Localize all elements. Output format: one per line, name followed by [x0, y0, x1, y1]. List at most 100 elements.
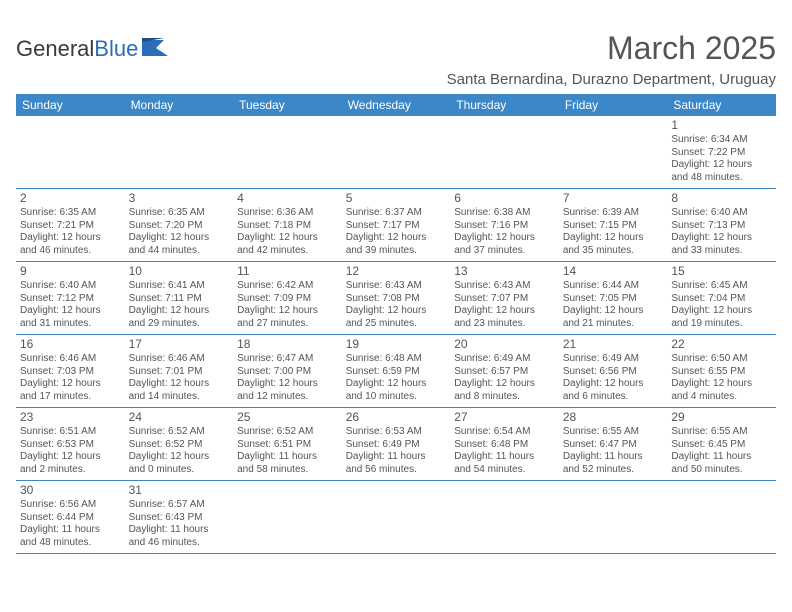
cell-line: Sunrise: 6:42 AM	[237, 280, 338, 293]
day-header: Monday	[125, 94, 234, 116]
cell-line: Daylight: 12 hours	[237, 378, 338, 391]
calendar-row: 2Sunrise: 6:35 AMSunset: 7:21 PMDaylight…	[16, 189, 776, 262]
calendar-cell	[233, 481, 342, 554]
cell-line: and 27 minutes.	[237, 318, 338, 331]
logo-text-a: General	[16, 36, 94, 62]
cell-line: Sunrise: 6:57 AM	[129, 499, 230, 512]
day-number: 22	[671, 337, 772, 352]
cell-line: and 25 minutes.	[346, 318, 447, 331]
calendar-cell: 18Sunrise: 6:47 AMSunset: 7:00 PMDayligh…	[233, 335, 342, 408]
cell-line: Daylight: 12 hours	[20, 232, 121, 245]
day-number: 20	[454, 337, 555, 352]
cell-line: Daylight: 12 hours	[671, 305, 772, 318]
cell-line: Daylight: 12 hours	[346, 305, 447, 318]
cell-line: Daylight: 12 hours	[346, 378, 447, 391]
day-header: Saturday	[667, 94, 776, 116]
calendar-cell: 6Sunrise: 6:38 AMSunset: 7:16 PMDaylight…	[450, 189, 559, 262]
cell-line: Sunset: 6:52 PM	[129, 439, 230, 452]
cell-line: Sunset: 6:53 PM	[20, 439, 121, 452]
cell-line: and 8 minutes.	[454, 391, 555, 404]
cell-line: Sunset: 6:51 PM	[237, 439, 338, 452]
calendar-cell: 21Sunrise: 6:49 AMSunset: 6:56 PMDayligh…	[559, 335, 668, 408]
day-number: 26	[346, 410, 447, 425]
cell-line: and 48 minutes.	[20, 537, 121, 550]
cell-line: Sunset: 7:20 PM	[129, 220, 230, 233]
cell-line: Daylight: 12 hours	[454, 305, 555, 318]
day-number: 8	[671, 191, 772, 206]
logo-flag-icon	[142, 36, 168, 62]
cell-line: Sunset: 6:48 PM	[454, 439, 555, 452]
day-number: 6	[454, 191, 555, 206]
day-number: 9	[20, 264, 121, 279]
calendar-cell: 29Sunrise: 6:55 AMSunset: 6:45 PMDayligh…	[667, 408, 776, 481]
day-number: 24	[129, 410, 230, 425]
cell-line: and 42 minutes.	[237, 245, 338, 258]
cell-line: Sunrise: 6:46 AM	[129, 353, 230, 366]
cell-line: and 2 minutes.	[20, 464, 121, 477]
cell-line: and 54 minutes.	[454, 464, 555, 477]
cell-line: Sunset: 7:03 PM	[20, 366, 121, 379]
cell-line: Sunrise: 6:49 AM	[454, 353, 555, 366]
cell-line: and 48 minutes.	[671, 172, 772, 185]
day-number: 29	[671, 410, 772, 425]
calendar-row: 30Sunrise: 6:56 AMSunset: 6:44 PMDayligh…	[16, 481, 776, 554]
cell-line: Daylight: 12 hours	[563, 378, 664, 391]
day-number: 15	[671, 264, 772, 279]
calendar-cell: 7Sunrise: 6:39 AMSunset: 7:15 PMDaylight…	[559, 189, 668, 262]
day-number: 14	[563, 264, 664, 279]
calendar-cell: 13Sunrise: 6:43 AMSunset: 7:07 PMDayligh…	[450, 262, 559, 335]
calendar-cell	[559, 481, 668, 554]
cell-line: and 21 minutes.	[563, 318, 664, 331]
cell-line: Sunrise: 6:47 AM	[237, 353, 338, 366]
cell-line: Sunset: 7:12 PM	[20, 293, 121, 306]
calendar-cell	[667, 481, 776, 554]
cell-line: Sunset: 6:44 PM	[20, 512, 121, 525]
cell-line: Sunset: 7:11 PM	[129, 293, 230, 306]
calendar-cell: 23Sunrise: 6:51 AMSunset: 6:53 PMDayligh…	[16, 408, 125, 481]
cell-line: and 33 minutes.	[671, 245, 772, 258]
cell-line: Daylight: 12 hours	[671, 378, 772, 391]
cell-line: and 17 minutes.	[20, 391, 121, 404]
calendar-cell: 11Sunrise: 6:42 AMSunset: 7:09 PMDayligh…	[233, 262, 342, 335]
title-block: March 2025 Santa Bernardina, Durazno Dep…	[447, 30, 776, 88]
cell-line: Daylight: 12 hours	[129, 305, 230, 318]
day-number: 31	[129, 483, 230, 498]
cell-line: Daylight: 12 hours	[671, 159, 772, 172]
day-number: 23	[20, 410, 121, 425]
cell-line: Sunrise: 6:35 AM	[20, 207, 121, 220]
cell-line: Sunrise: 6:52 AM	[129, 426, 230, 439]
calendar-cell: 31Sunrise: 6:57 AMSunset: 6:43 PMDayligh…	[125, 481, 234, 554]
cell-line: Sunset: 6:56 PM	[563, 366, 664, 379]
cell-line: and 58 minutes.	[237, 464, 338, 477]
cell-line: and 37 minutes.	[454, 245, 555, 258]
calendar-cell: 9Sunrise: 6:40 AMSunset: 7:12 PMDaylight…	[16, 262, 125, 335]
day-header: Friday	[559, 94, 668, 116]
calendar-cell: 15Sunrise: 6:45 AMSunset: 7:04 PMDayligh…	[667, 262, 776, 335]
cell-line: Sunrise: 6:45 AM	[671, 280, 772, 293]
day-number: 30	[20, 483, 121, 498]
calendar-row: 16Sunrise: 6:46 AMSunset: 7:03 PMDayligh…	[16, 335, 776, 408]
cell-line: Daylight: 12 hours	[237, 305, 338, 318]
cell-line: and 0 minutes.	[129, 464, 230, 477]
cell-line: Sunrise: 6:54 AM	[454, 426, 555, 439]
cell-line: Sunrise: 6:55 AM	[671, 426, 772, 439]
cell-line: and 44 minutes.	[129, 245, 230, 258]
cell-line: and 14 minutes.	[129, 391, 230, 404]
calendar-cell: 28Sunrise: 6:55 AMSunset: 6:47 PMDayligh…	[559, 408, 668, 481]
month-title: March 2025	[447, 30, 776, 67]
day-number: 21	[563, 337, 664, 352]
cell-line: and 50 minutes.	[671, 464, 772, 477]
cell-line: Daylight: 12 hours	[454, 232, 555, 245]
cell-line: Daylight: 11 hours	[237, 451, 338, 464]
calendar-cell	[342, 116, 451, 189]
cell-line: and 46 minutes.	[20, 245, 121, 258]
cell-line: and 39 minutes.	[346, 245, 447, 258]
calendar-cell: 27Sunrise: 6:54 AMSunset: 6:48 PMDayligh…	[450, 408, 559, 481]
calendar-cell	[450, 116, 559, 189]
calendar-cell: 20Sunrise: 6:49 AMSunset: 6:57 PMDayligh…	[450, 335, 559, 408]
cell-line: Sunrise: 6:50 AM	[671, 353, 772, 366]
calendar-cell: 30Sunrise: 6:56 AMSunset: 6:44 PMDayligh…	[16, 481, 125, 554]
location: Santa Bernardina, Durazno Department, Ur…	[447, 71, 776, 88]
day-number: 25	[237, 410, 338, 425]
cell-line: and 52 minutes.	[563, 464, 664, 477]
